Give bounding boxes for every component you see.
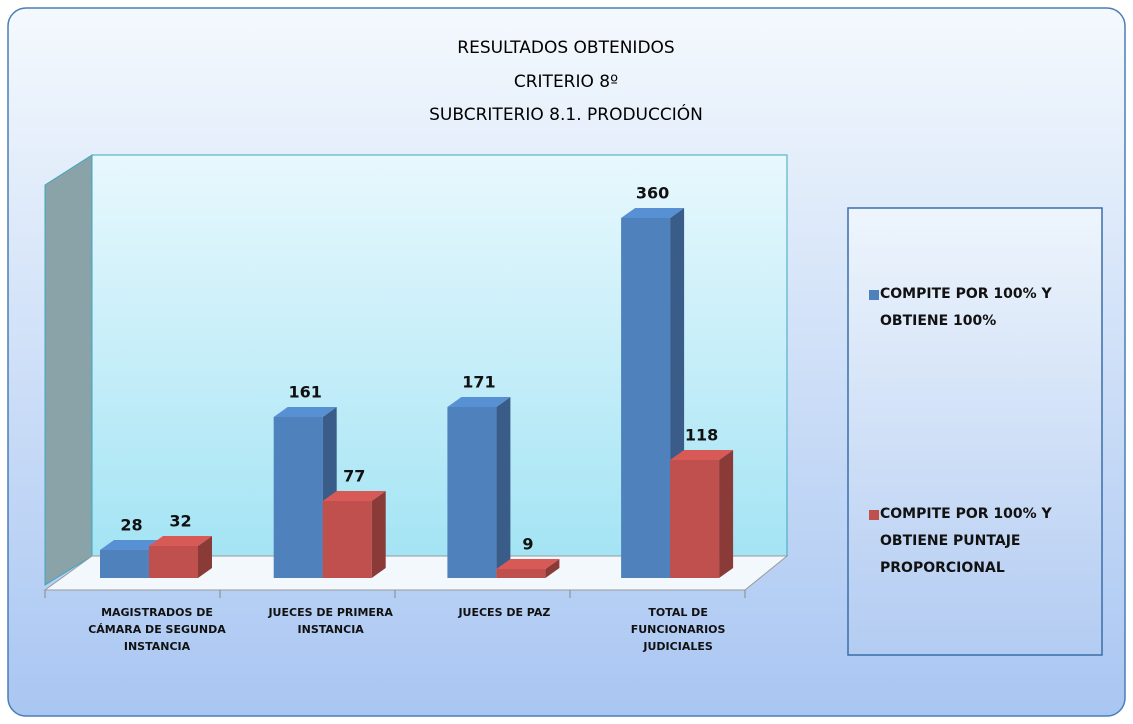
chart-title: CRITERIO 8º <box>514 72 618 92</box>
bar-front <box>447 407 497 578</box>
data-label: 28 <box>120 516 142 535</box>
bar-top <box>100 540 163 550</box>
bar-top <box>621 208 685 218</box>
bar-side <box>496 397 511 578</box>
x-tick-label: JUECES DE PAZ <box>458 606 551 619</box>
x-tick-label: JUECES DE PRIMERA INSTANCIA <box>268 606 393 636</box>
data-label: 9 <box>522 535 533 554</box>
bar-side <box>198 536 212 578</box>
chart-title: RESULTADOS OBTENIDOS <box>457 38 674 58</box>
bar-front <box>496 569 546 578</box>
bar-front <box>621 218 671 578</box>
legend-label: COMPITE POR 100% Y OBTIENE PUNTAJE PROPO… <box>880 506 1052 576</box>
bar-front <box>273 417 323 578</box>
floor <box>43 555 789 591</box>
bar-top <box>273 407 337 417</box>
bar-front <box>100 550 149 578</box>
x-tick-label: TOTAL DE FUNCIONARIOS JUDICIALES <box>630 606 726 653</box>
data-label: 118 <box>685 426 718 445</box>
bar <box>149 536 212 578</box>
legend-swatch <box>869 290 879 300</box>
bar-front <box>322 501 372 578</box>
bar-top <box>322 491 386 501</box>
legend-swatch <box>869 510 879 520</box>
legend-label: COMPITE POR 100% Y OBTIENE 100% <box>880 286 1052 329</box>
bar-front <box>670 460 720 578</box>
legend-box <box>847 207 1103 656</box>
bar <box>670 450 734 578</box>
bar-side <box>719 450 734 578</box>
bar-top <box>149 536 212 546</box>
data-label: 32 <box>169 512 191 531</box>
bar-top <box>670 450 734 460</box>
chart-title: SUBCRITERIO 8.1. PRODUCCIÓN <box>429 103 703 125</box>
data-label: 171 <box>462 373 495 392</box>
bar <box>496 559 560 578</box>
bar <box>322 491 386 578</box>
bar <box>273 407 337 578</box>
bar <box>447 397 511 578</box>
data-label: 161 <box>288 383 321 402</box>
bar-side <box>545 559 560 578</box>
bar-top <box>496 559 560 569</box>
side-wall <box>44 154 93 586</box>
data-label: 77 <box>343 467 365 486</box>
bar-front <box>149 546 198 578</box>
bar-side <box>371 491 386 578</box>
bar-top <box>447 397 511 407</box>
data-label: 360 <box>636 184 669 203</box>
x-tick-label: MAGISTRADOS DE CÁMARA DE SEGUNDA INSTANC… <box>88 606 226 653</box>
